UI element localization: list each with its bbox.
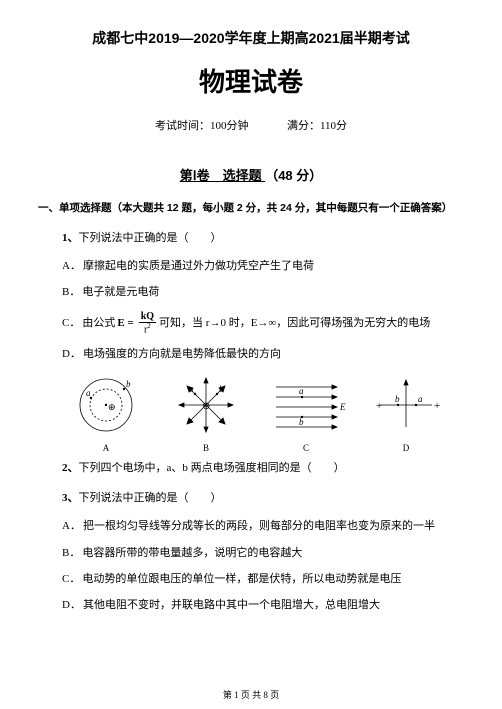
question-1: 1、下列说法中正确的是（ ）: [38, 229, 464, 245]
paper-title: 物理试卷: [38, 62, 464, 99]
opt-letter: B．: [62, 547, 80, 559]
q3-option-d: D．其他电阻不变时，并联电路中其中一个电阻增大，总电阻增大: [38, 598, 464, 612]
q1-number: 1、: [62, 232, 79, 244]
q1-option-c: C． 由公式 E = kQ r2 可知，当 r→0 时，E→∞，因此可得场强为无…: [38, 312, 464, 335]
section-prefix: 第: [180, 168, 193, 183]
diagram-label-a: A: [103, 443, 110, 453]
opt-letter: A．: [62, 260, 81, 272]
svg-text:b: b: [395, 394, 400, 404]
svg-text:a: a: [189, 384, 194, 394]
opt-letter: C．: [62, 573, 80, 585]
svg-text:b: b: [126, 379, 131, 389]
q2-diagrams: a b ⊕ A ⊕ b a B: [48, 373, 464, 451]
page-footer: 第 1 页 共 8 页: [223, 688, 279, 701]
exam-time: 考试时间：100分钟: [155, 120, 249, 132]
opt-text: 电子就是元电荷: [82, 286, 159, 298]
diagram-a: a b ⊕ A: [62, 373, 150, 451]
opt-text: 电动势的单位跟电压的单位一样，都是伏特，所以电动势就是电压: [82, 573, 401, 585]
opt-letter: D．: [62, 599, 81, 611]
opt-letter: D．: [62, 348, 81, 360]
opt-text: 电容器所带的带电量越多，说明它的电容越大: [82, 547, 302, 559]
q1-option-a: A．摩擦起电的实质是通过外力做功凭空产生了电荷: [38, 259, 464, 273]
opt-text: 电场强度的方向就是电势降低最快的方向: [83, 348, 281, 360]
svg-text:+: +: [376, 400, 382, 412]
opt-letter: A．: [62, 520, 81, 532]
q1-option-b: B．电子就是元电荷: [38, 285, 464, 299]
q3-number: 3、: [62, 492, 79, 504]
optc-e: E =: [117, 318, 133, 329]
question-3: 3、下列说法中正确的是（ ）: [38, 489, 464, 505]
diagram-label-d: D: [403, 443, 410, 453]
q2-text: 下列四个电场中，a、b 两点电场强度相同的是（ ）: [79, 462, 345, 474]
exam-info: 考试时间：100分钟 满分：110分: [38, 117, 464, 133]
svg-text:a: a: [418, 394, 423, 404]
diagram-label-b: B: [203, 443, 209, 453]
opt-text: 把一根均匀导线等分成等长的两段，则每部分的电阻率也变为原来的一半: [83, 520, 435, 532]
q3-option-b: B．电容器所带的带电量越多，说明它的电容越大: [38, 546, 464, 560]
svg-text:+: +: [434, 400, 440, 412]
q1-text: 下列说法中正确的是（ ）: [79, 232, 222, 244]
section-mid: 卷 选择题: [197, 168, 262, 183]
q3-option-c: C．电动势的单位跟电压的单位一样，都是伏特，所以电动势就是电压: [38, 572, 464, 586]
diagram-label-c: C: [303, 443, 309, 453]
svg-text:⊕: ⊕: [108, 402, 116, 412]
opt-text: 摩擦起电的实质是通过外力做功凭空产生了电荷: [83, 260, 314, 272]
svg-text:b: b: [299, 417, 304, 427]
frac-den: r2: [142, 323, 153, 335]
svg-text:a: a: [86, 388, 91, 398]
svg-text:E: E: [339, 402, 346, 412]
svg-text:a: a: [299, 386, 304, 396]
svg-text:⊕: ⊕: [202, 401, 210, 412]
school-exam-title: 成都七中2019—2020学年度上期高2021届半期考试: [38, 28, 464, 48]
fraction-kq-r2: kQ r2: [139, 312, 156, 335]
q1-option-d: D．电场强度的方向就是电势降低最快的方向: [38, 347, 464, 361]
part1-instruction: 一、单项选择题（本大题共 12 题，每小题 2 分，共 24 分，其中每题只有一…: [38, 200, 464, 215]
optc-prefix: 由公式: [82, 318, 115, 329]
diagram-b: ⊕ b a B: [162, 373, 250, 451]
question-2: 2、下列四个电场中，a、b 两点电场强度相同的是（ ）: [38, 459, 464, 475]
opt-letter: C．: [62, 318, 80, 329]
opt-letter: B．: [62, 286, 80, 298]
q3-option-a: A．把一根均匀导线等分成等长的两段，则每部分的电阻率也变为原来的一半: [38, 519, 464, 533]
q3-text: 下列说法中正确的是（ ）: [79, 492, 222, 504]
optc-suffix: 可知，当 r→0 时，E→∞，因此可得场强为无穷大的电场: [159, 318, 430, 329]
section-points: （48 分）: [265, 168, 322, 183]
svg-text:b: b: [219, 384, 224, 394]
full-score: 满分：110分: [287, 120, 347, 132]
diagram-c: a b E C: [262, 373, 350, 451]
opt-text: 其他电阻不变时，并联电路中其中一个电阻增大，总电阻增大: [83, 599, 380, 611]
section-1-title: 第Ⅰ卷 选择题 （48 分）: [38, 165, 464, 184]
q2-number: 2、: [62, 462, 79, 474]
diagram-d: + + b a D: [362, 373, 450, 451]
